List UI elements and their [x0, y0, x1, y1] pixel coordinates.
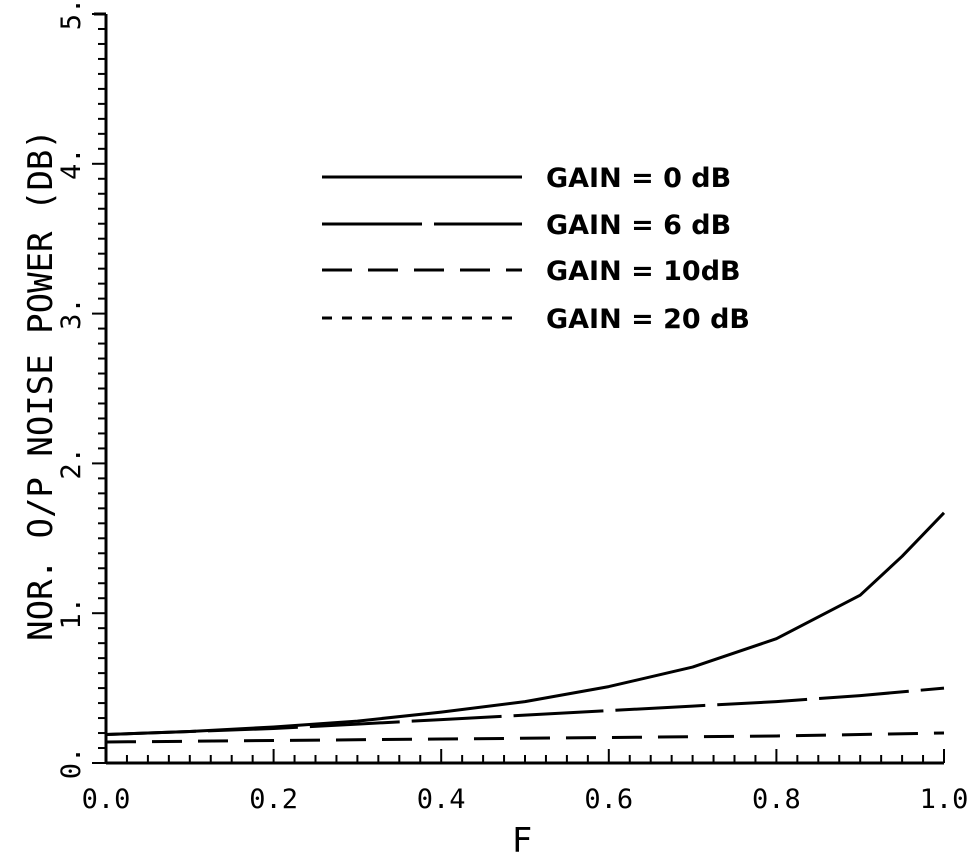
y-tick-label: 5. [56, 0, 87, 30]
legend-label-3: GAIN = 20 dB [546, 304, 750, 335]
legend-label-1: GAIN = 6 dB [546, 210, 731, 241]
series-line-1 [105, 686, 945, 736]
x-axis-title: F [512, 821, 532, 859]
legend: GAIN = 0 dB GAIN = 6 dB GAIN = 10dB GAIN = … [322, 163, 750, 335]
x-tick-label: 0.0 [82, 784, 131, 815]
x-tick-label: 0.2 [249, 784, 298, 815]
y-tick-label: 4. [56, 148, 87, 181]
legend-label-0: GAIN = 0 dB [546, 163, 731, 194]
x-tick-labels: 0.0 0.2 0.4 0.6 0.8 1.0 [82, 784, 969, 815]
y-tick-label: 1. [56, 597, 87, 630]
y-tick-labels: 0. 1. 2. 3. 4. 5. [56, 0, 87, 779]
y-tick-label: 0. [56, 747, 87, 780]
legend-label-2: GAIN = 10dB [546, 256, 741, 287]
x-tick-label: 0.8 [752, 784, 801, 815]
x-tick-label: 0.4 [417, 784, 466, 815]
tick-marks [92, 13, 945, 764]
series-line-2 [105, 731, 945, 744]
y-tick-label: 2. [56, 447, 87, 480]
y-axis-title: NOR. O/P NOISE POWER (DB) [21, 129, 61, 641]
x-tick-label: 1.0 [920, 784, 969, 815]
series-lines [105, 511, 946, 744]
series-line-0 [105, 511, 946, 736]
axes [94, 12, 944, 765]
x-tick-label: 0.6 [584, 784, 633, 815]
y-tick-label: 3. [56, 297, 87, 330]
